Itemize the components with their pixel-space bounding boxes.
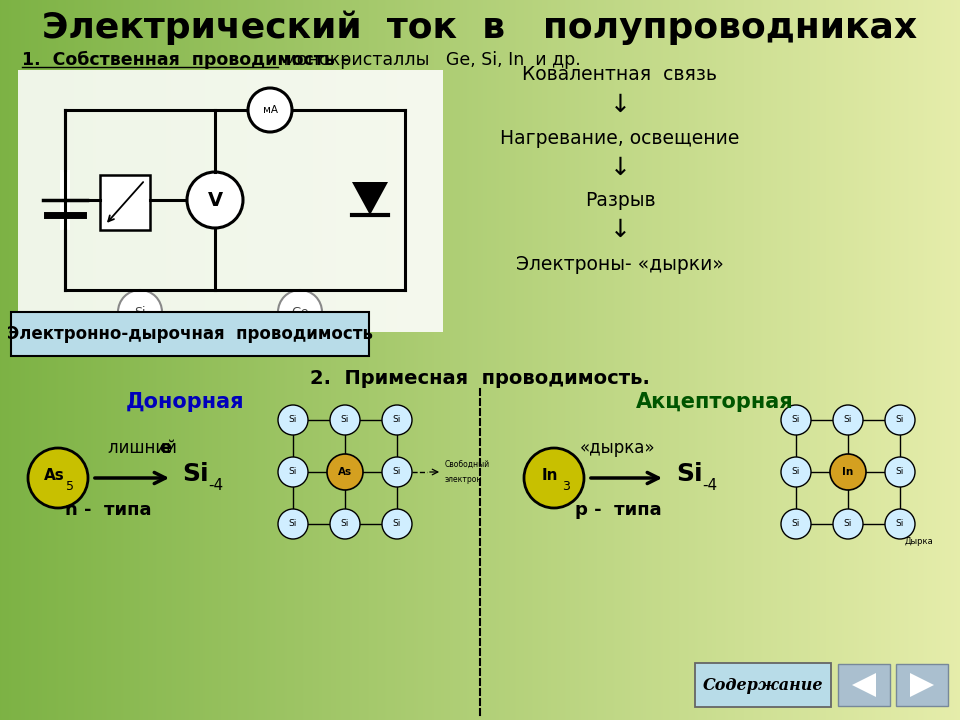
Text: Si: Si	[792, 415, 801, 425]
Circle shape	[187, 172, 243, 228]
Text: монокристаллы   Ge, Si, In  и др.: монокристаллы Ge, Si, In и др.	[278, 51, 581, 69]
Bar	[100, 175, 150, 230]
Circle shape	[330, 405, 360, 435]
Circle shape	[382, 457, 412, 487]
Text: As: As	[43, 467, 64, 482]
Text: Нагревание, освещение: Нагревание, освещение	[500, 128, 740, 148]
Text: Электронно-дырочная  проводимость: Электронно-дырочная проводимость	[7, 325, 373, 343]
Text: Si: Si	[896, 520, 904, 528]
Circle shape	[885, 457, 915, 487]
Text: Si: Si	[844, 520, 852, 528]
Text: Электрический  ток  в   полупроводниках: Электрический ток в полупроводниках	[42, 11, 918, 45]
Text: Si: Si	[393, 415, 401, 425]
Text: Свободный: Свободный	[445, 459, 491, 469]
Circle shape	[382, 405, 412, 435]
Text: n -  типа: n - типа	[64, 501, 152, 519]
Circle shape	[781, 509, 811, 539]
Text: 2.  Примесная  проводимость.: 2. Примесная проводимость.	[310, 369, 650, 387]
FancyBboxPatch shape	[11, 312, 369, 356]
Circle shape	[781, 405, 811, 435]
Text: Si: Si	[289, 415, 298, 425]
Circle shape	[327, 454, 363, 490]
Text: Si: Si	[393, 520, 401, 528]
Text: Ковалентная  связь: Ковалентная связь	[522, 66, 717, 84]
Text: Si: Si	[341, 520, 349, 528]
Text: ↓: ↓	[610, 93, 631, 117]
Circle shape	[781, 457, 811, 487]
Text: V: V	[207, 191, 223, 210]
Circle shape	[278, 509, 308, 539]
Circle shape	[248, 88, 292, 132]
Text: -4: -4	[208, 477, 224, 492]
Text: ↓: ↓	[610, 156, 631, 180]
Text: Электроны- «дырки»: Электроны- «дырки»	[516, 256, 724, 274]
Circle shape	[830, 454, 866, 490]
Polygon shape	[352, 182, 388, 215]
Text: «дырка»: «дырка»	[580, 439, 656, 457]
Text: р -  типа: р - типа	[575, 501, 661, 519]
Circle shape	[278, 290, 322, 334]
Text: In: In	[842, 467, 853, 477]
Text: As: As	[338, 467, 352, 477]
Text: Si: Si	[844, 415, 852, 425]
Circle shape	[330, 509, 360, 539]
Text: Si: Si	[289, 467, 298, 477]
Circle shape	[833, 405, 863, 435]
Circle shape	[524, 448, 584, 508]
Text: лишний: лишний	[108, 439, 182, 457]
Text: Ge: Ge	[291, 305, 309, 318]
Text: Si: Si	[792, 467, 801, 477]
Text: Si: Si	[792, 520, 801, 528]
Text: 1.  Собственная  проводимость –: 1. Собственная проводимость –	[22, 51, 349, 69]
Circle shape	[118, 290, 162, 334]
Text: ↓: ↓	[610, 218, 631, 242]
Text: Содержание: Содержание	[703, 677, 824, 693]
Circle shape	[885, 509, 915, 539]
Text: Si: Si	[896, 415, 904, 425]
Text: мА: мА	[262, 105, 277, 115]
Polygon shape	[852, 673, 876, 697]
FancyBboxPatch shape	[896, 664, 948, 706]
Text: е: е	[158, 439, 171, 457]
Text: электрон: электрон	[445, 475, 483, 485]
Text: Si: Si	[341, 415, 349, 425]
Text: In: In	[541, 467, 559, 482]
FancyBboxPatch shape	[838, 664, 890, 706]
Circle shape	[278, 457, 308, 487]
Text: 3: 3	[562, 480, 570, 493]
Text: Si: Si	[134, 305, 146, 318]
Text: Si: Si	[677, 462, 704, 486]
Text: Si: Si	[393, 467, 401, 477]
Circle shape	[278, 405, 308, 435]
Text: Донорная: Донорная	[126, 392, 244, 412]
Text: Si: Si	[896, 467, 904, 477]
Text: Разрыв: Разрыв	[585, 191, 656, 210]
Text: Дырка: Дырка	[905, 538, 934, 546]
Text: 5: 5	[66, 480, 74, 493]
Bar	[60, 170, 70, 230]
Text: Акцепторная: Акцепторная	[636, 392, 794, 412]
Circle shape	[28, 448, 88, 508]
Circle shape	[885, 405, 915, 435]
Circle shape	[833, 509, 863, 539]
FancyBboxPatch shape	[18, 70, 443, 332]
Circle shape	[382, 509, 412, 539]
Polygon shape	[910, 673, 934, 697]
FancyBboxPatch shape	[695, 663, 831, 707]
Text: -4: -4	[703, 477, 717, 492]
Text: Si: Si	[289, 520, 298, 528]
Text: Si: Si	[182, 462, 209, 486]
